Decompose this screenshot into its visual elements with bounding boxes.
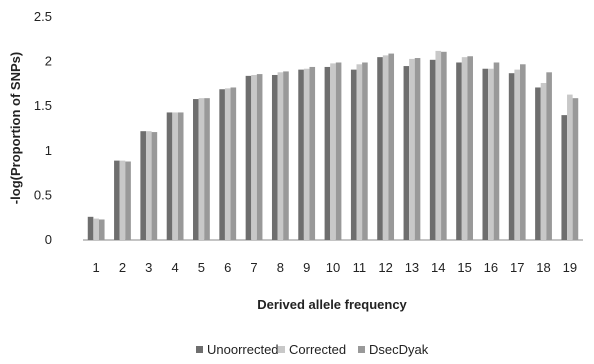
bar — [409, 58, 415, 240]
bar — [151, 132, 158, 240]
bar — [251, 74, 257, 240]
bar — [198, 98, 205, 240]
bar — [540, 83, 547, 240]
bar — [219, 89, 225, 240]
bar — [283, 71, 289, 240]
bar — [482, 68, 489, 241]
bar — [256, 74, 263, 240]
x-tick-label: 16 — [484, 260, 498, 275]
legend-label: Corrected — [289, 342, 346, 357]
x-tick-label: 18 — [536, 260, 550, 275]
bar — [335, 62, 342, 240]
bar — [93, 218, 99, 240]
bar — [456, 62, 462, 240]
bar — [388, 53, 395, 240]
bar — [356, 64, 363, 240]
bar — [461, 57, 468, 240]
bar — [520, 64, 526, 240]
legend-swatch — [358, 346, 365, 353]
bar — [125, 161, 131, 240]
y-tick-label: 2 — [45, 54, 52, 69]
legend-swatch — [196, 346, 203, 353]
bar — [514, 69, 521, 240]
legend-swatch — [278, 346, 285, 353]
bar — [271, 74, 278, 240]
bar — [377, 57, 383, 240]
bar — [166, 112, 173, 240]
bar — [567, 94, 573, 240]
bar — [230, 87, 237, 240]
bar — [572, 98, 579, 240]
bar — [362, 62, 368, 240]
bar — [298, 69, 304, 240]
x-tick-label: 2 — [119, 260, 126, 275]
y-axis-title: -log(Proportion of SNPs) — [8, 52, 23, 204]
legend-label: DsecDyak — [369, 342, 429, 357]
x-tick-label: 12 — [378, 260, 392, 275]
x-tick-label: 6 — [224, 260, 231, 275]
bar — [324, 66, 331, 240]
bar — [98, 219, 105, 240]
bar — [350, 69, 357, 240]
legend-label: Unoorrected — [207, 342, 279, 357]
bar — [145, 131, 152, 240]
x-axis-title: Derived allele frequency — [257, 297, 407, 312]
bar — [493, 62, 500, 240]
bar — [172, 112, 178, 240]
bar — [245, 75, 252, 241]
bar — [119, 160, 126, 240]
bar — [330, 63, 336, 240]
x-tick-label: 4 — [171, 260, 178, 275]
legend: Unoorrected Corrected DsecDyak — [196, 342, 429, 357]
y-axis-ticks: 0 0.5 1 1.5 2 2.5 — [34, 9, 52, 247]
bar — [382, 55, 389, 240]
x-tick-label: 14 — [431, 260, 445, 275]
bar — [403, 66, 410, 240]
bar — [435, 50, 442, 241]
y-tick-label: 2.5 — [34, 9, 52, 24]
bar — [114, 160, 120, 240]
x-tick-label: 19 — [563, 260, 577, 275]
bar — [508, 73, 515, 240]
bar — [193, 99, 199, 240]
y-tick-label: 1.5 — [34, 98, 52, 113]
x-tick-label: 8 — [277, 260, 284, 275]
y-tick-label: 0 — [45, 232, 52, 247]
bar — [429, 59, 436, 240]
bar — [561, 115, 568, 240]
bar — [414, 58, 421, 240]
bar — [488, 68, 494, 241]
y-tick-label: 1 — [45, 143, 52, 158]
x-tick-label: 9 — [303, 260, 310, 275]
bar — [546, 72, 552, 240]
bar — [467, 56, 473, 240]
bars — [87, 50, 579, 241]
bar — [441, 51, 447, 240]
x-tick-label: 13 — [405, 260, 419, 275]
bar — [535, 87, 541, 240]
x-tick-label: 11 — [353, 260, 367, 275]
bar — [277, 72, 284, 240]
y-tick-label: 0.5 — [34, 187, 52, 202]
x-tick-label: 3 — [145, 260, 152, 275]
x-tick-label: 7 — [250, 260, 257, 275]
x-tick-label: 17 — [510, 260, 524, 275]
bar — [177, 112, 184, 240]
x-axis-ticks: 1 2 3 4 5 6 7 8 9 10 11 12 13 14 15 16 17 18 19 — [93, 260, 578, 275]
x-tick-label: 1 — [93, 260, 100, 275]
bar — [204, 98, 210, 240]
bar — [87, 216, 94, 240]
x-tick-label: 10 — [326, 260, 340, 275]
bar — [224, 88, 231, 240]
x-tick-label: 5 — [198, 260, 205, 275]
bar — [309, 66, 316, 240]
x-tick-label: 15 — [457, 260, 471, 275]
bar — [140, 131, 146, 240]
bar — [303, 68, 310, 241]
